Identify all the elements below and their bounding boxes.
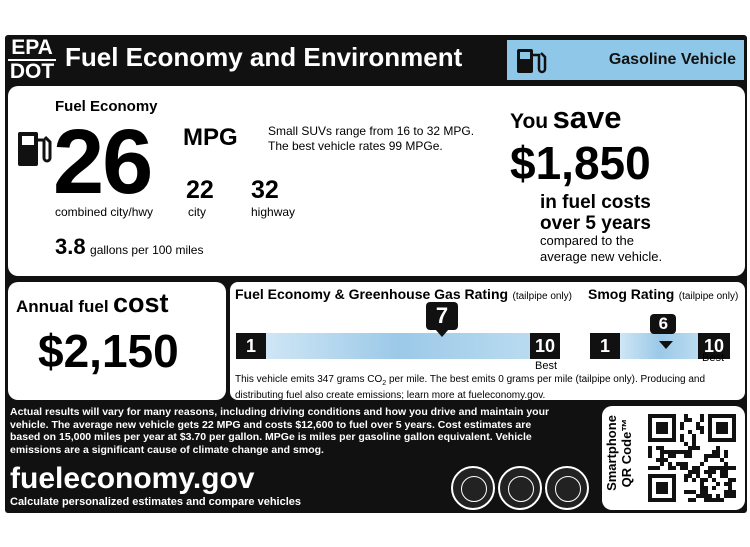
vehicle-type: Gasoline Vehicle <box>608 51 736 68</box>
city-mpg: 22 <box>186 176 214 204</box>
city-label: city <box>188 205 206 219</box>
ghg-rating-max: 10 <box>530 333 560 359</box>
smog-rating-min: 1 <box>590 333 620 359</box>
ratings-panel: Fuel Economy & Greenhouse Gas Rating (ta… <box>230 282 745 401</box>
smog-best-label: Best <box>702 352 725 364</box>
savings-amount: $1,850 <box>510 137 651 189</box>
vehicle-type-box: Gasoline Vehicle <box>507 40 744 80</box>
ghg-rating-min: 1 <box>236 333 266 359</box>
annual-cost-panel: Annual fuel cost $2,150 <box>8 282 226 400</box>
ghg-rating-pointer: 7 <box>426 302 458 337</box>
label-title: Fuel Economy and Environment <box>65 42 463 72</box>
footer-tagline: Calculate personalized estimates and com… <box>10 496 302 508</box>
epa-seal-icon <box>451 466 495 510</box>
savings-heading: You save <box>510 100 622 135</box>
gallons-value: 3.8 <box>55 234 86 259</box>
epa-dot-logo: EPA DOT <box>8 36 56 83</box>
ghg-rating-scale <box>266 333 530 359</box>
annual-cost-amount: $2,150 <box>38 325 179 377</box>
fuel-pump-icon <box>517 49 547 74</box>
smog-rating-max: 10 <box>698 333 730 359</box>
class-range-text: Small SUVs range from 16 to 32 MPG. The … <box>268 124 475 153</box>
agency-epa: EPA <box>11 36 53 59</box>
ghg-best-label: Best <box>535 360 558 372</box>
highway-mpg: 32 <box>251 176 279 204</box>
savings-comparison: compared to the average new vehicle. <box>540 233 663 264</box>
agency-dot: DOT <box>9 60 55 83</box>
savings-description: in fuel costs over 5 years <box>540 192 651 234</box>
qr-code-label: Smartphone QR Code™ <box>604 415 634 491</box>
fuel-economy-panel: Fuel Economy 26 MPG combined city/hwy 22… <box>8 86 745 276</box>
fuel-economy-heading: Fuel Economy <box>55 98 158 115</box>
qr-code-icon[interactable] <box>648 414 736 502</box>
gallons-per-100: 3.8 gallons per 100 miles <box>55 234 203 260</box>
combined-mpg: 26 <box>53 111 153 213</box>
smog-rating-pointer: 6 <box>650 314 677 349</box>
fuel-pump-icon <box>18 132 52 166</box>
disclaimer-text: Actual results will vary for many reason… <box>10 406 550 456</box>
combined-label: combined city/hwy <box>55 205 154 219</box>
annual-cost-heading: Annual fuel cost <box>16 288 169 318</box>
ghg-rating-title: Fuel Economy & Greenhouse Gas Rating (ta… <box>235 286 572 302</box>
dot-seal-icon <box>498 466 542 510</box>
doe-seal-icon <box>545 466 589 510</box>
emissions-note: This vehicle emits 347 grams CO2 per mil… <box>235 374 706 401</box>
smog-rating-scale <box>620 333 698 359</box>
smog-rating-title: Smog Rating (tailpipe only) <box>588 286 739 302</box>
qr-code-panel: Smartphone QR Code™ <box>602 406 745 510</box>
mpg-unit: MPG <box>183 124 238 151</box>
highway-label: highway <box>251 205 296 219</box>
fueleconomy-site-link[interactable]: fueleconomy.gov <box>10 462 255 495</box>
gallons-label: gallons per 100 miles <box>90 243 204 257</box>
